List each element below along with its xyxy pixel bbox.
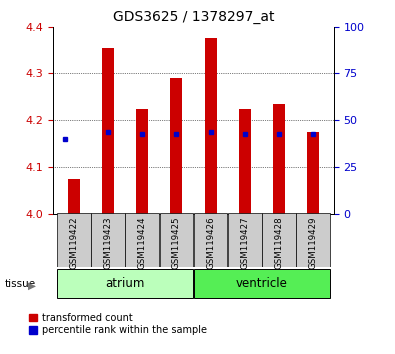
Bar [296,213,330,267]
Text: GDS3625 / 1378297_at: GDS3625 / 1378297_at [113,10,274,24]
Bar [171,78,182,214]
Text: GSM119422: GSM119422 [70,216,78,269]
Bar [57,269,193,298]
Text: GSM119427: GSM119427 [240,216,249,269]
Bar [136,109,148,214]
Bar [102,48,114,214]
Text: GSM119429: GSM119429 [309,216,318,269]
Bar [125,213,159,267]
Text: ventricle: ventricle [236,277,288,290]
Text: GSM119423: GSM119423 [103,216,113,269]
Bar [239,109,251,214]
Text: tissue: tissue [5,279,36,289]
Bar [307,132,319,214]
Bar [205,38,216,214]
Bar [273,104,285,214]
Text: GSM119426: GSM119426 [206,216,215,269]
Bar [57,213,91,267]
Bar [194,269,330,298]
Text: ▶: ▶ [28,280,36,290]
Text: atrium: atrium [105,277,145,290]
Text: GSM119428: GSM119428 [275,216,284,269]
Bar [228,213,262,267]
Bar [68,179,80,214]
Text: GSM119425: GSM119425 [172,216,181,269]
Bar [91,213,125,267]
Bar [160,213,193,267]
Bar [262,213,296,267]
Text: GSM119424: GSM119424 [138,216,147,269]
Legend: transformed count, percentile rank within the sample: transformed count, percentile rank withi… [28,313,207,335]
Bar [194,213,228,267]
